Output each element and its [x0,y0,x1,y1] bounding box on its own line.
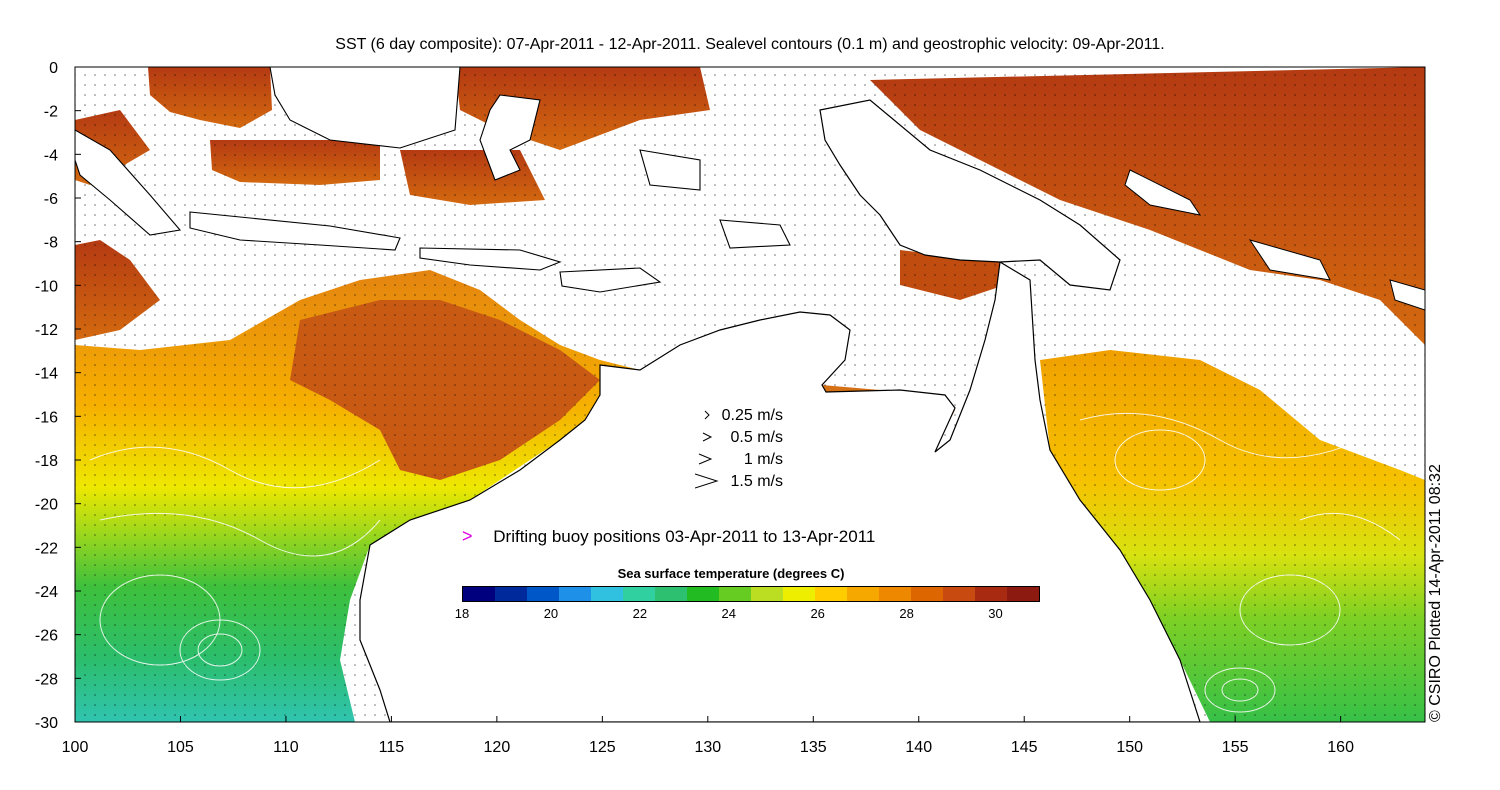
colorbar-swatch [783,587,815,601]
colorbar-swatch [591,587,623,601]
vector-arrow-icon [702,432,713,442]
lat-tick-label: -8 [44,235,58,252]
lon-tick-label: 145 [1011,739,1038,756]
sst-colorbar: Sea surface temperature (degrees C) 18 20… [455,566,1040,621]
lat-tick-label: -2 [44,104,58,121]
colorbar-swatch [751,587,783,601]
lat-tick-label: -12 [35,322,58,339]
sealevel-contours [89,412,1401,713]
lat-tick-label: -28 [35,671,58,688]
lon-tick-label: 125 [589,739,616,756]
lon-tick-label: 130 [694,739,721,756]
lon-tick-label: 155 [1222,739,1249,756]
colorbar-swatch [815,587,847,601]
velocity-legend-row: 1.5 m/s [695,470,805,492]
indonesia-islands [75,67,791,293]
velocity-legend: 0.25 m/s 0.5 m/s 1 m/s 1.5 m/s [695,404,805,492]
colorbar-tick-label: 20 [543,606,559,621]
velocity-legend-row: 0.5 m/s [695,426,805,448]
lat-tick-label: -6 [44,191,58,208]
colorbar-swatch [911,587,943,601]
map-plot-area [75,67,1425,722]
colorbar-swatch [943,587,975,601]
colorbar-swatch [687,587,719,601]
colorbar-tick-label: 30 [988,606,1003,621]
velocity-legend-label: 1 m/s [743,451,783,468]
colorbar-tick-label: 22 [632,606,648,621]
longitude-axis: 100 105 110 115 120 125 130 135 140 145 150 155 160 [62,716,1354,756]
melanesia-islands [1124,169,1425,311]
plot-frame [74,66,1426,723]
lat-tick-label: -16 [35,409,58,426]
buoy-legend: > Drifting buoy positions 03-Apr-2011 to… [462,526,875,547]
velocity-legend-label: 0.5 m/s [730,429,783,446]
australia-landmass [359,261,1201,722]
lon-tick-label: 160 [1327,739,1354,756]
lon-tick-label: 105 [167,739,194,756]
colorbar-swatch [1007,587,1039,601]
colorbar-tick-label: 28 [899,606,914,621]
vector-arrow-icon [695,473,719,489]
colorbar-swatch [463,587,495,601]
colorbar-swatch [847,587,879,601]
lon-tick-label: 150 [1116,739,1143,756]
lat-tick-label: -4 [44,147,58,164]
colorbar-swatch [975,587,1007,601]
buoy-legend-label: Drifting buoy positions 03-Apr-2011 to 1… [493,527,876,546]
colorbar-strip [462,586,1040,602]
lon-tick-label: 115 [379,739,405,756]
lon-tick-label: 120 [484,739,511,756]
colorbar-tick-label: 24 [721,606,736,621]
velocity-legend-label: 1.5 m/s [730,473,783,490]
credit-text: © CSIRO Plotted 14-Apr-2011 08:32 [1427,464,1444,722]
new-guinea-landmass [819,99,1121,291]
colorbar-swatch [719,587,751,601]
lat-tick-label: -14 [35,366,58,383]
colorbar-tick-label: 18 [454,606,470,621]
lat-tick-label: -20 [35,497,58,514]
lat-tick-label: -30 [35,715,58,732]
lat-tick-label: -26 [35,628,58,645]
lat-tick-label: -24 [35,584,58,601]
colorbar-swatch [655,587,687,601]
lon-tick-label: 100 [62,739,89,756]
colorbar-swatch [527,587,559,601]
colorbar-swatch [495,587,527,601]
velocity-legend-row: 1 m/s [695,448,805,470]
latitude-axis: 0 -2 -4 -6 -8 -10 -12 -14 -16 -18 -20 -22 -24 -26 -28 -… [35,60,81,732]
colorbar-ticks: 18 20 22 24 26 28 30 [455,602,1040,621]
colorbar-title: Sea surface temperature (degrees C) [617,566,845,581]
buoy-marker-icon: > [462,526,473,546]
lon-tick-label: 110 [273,739,299,756]
lon-tick-label: 140 [905,739,932,756]
colorbar-swatch [623,587,655,601]
colorbar-swatch [879,587,911,601]
lon-tick-label: 135 [800,739,827,756]
lat-tick-label: -10 [35,278,58,295]
lat-tick-label: -18 [35,453,58,470]
lat-tick-label: 0 [49,60,58,77]
map-title: SST (6 day composite): 07-Apr-2011 - 12-… [335,36,1165,53]
vector-arrow-icon [704,410,710,420]
colorbar-tick-label: 26 [810,606,825,621]
colorbar-swatch [559,587,591,601]
vector-arrow-icon [698,453,713,465]
velocity-legend-label: 0.25 m/s [721,407,783,424]
velocity-legend-row: 0.25 m/s [695,404,805,426]
lat-tick-label: -22 [35,540,58,557]
